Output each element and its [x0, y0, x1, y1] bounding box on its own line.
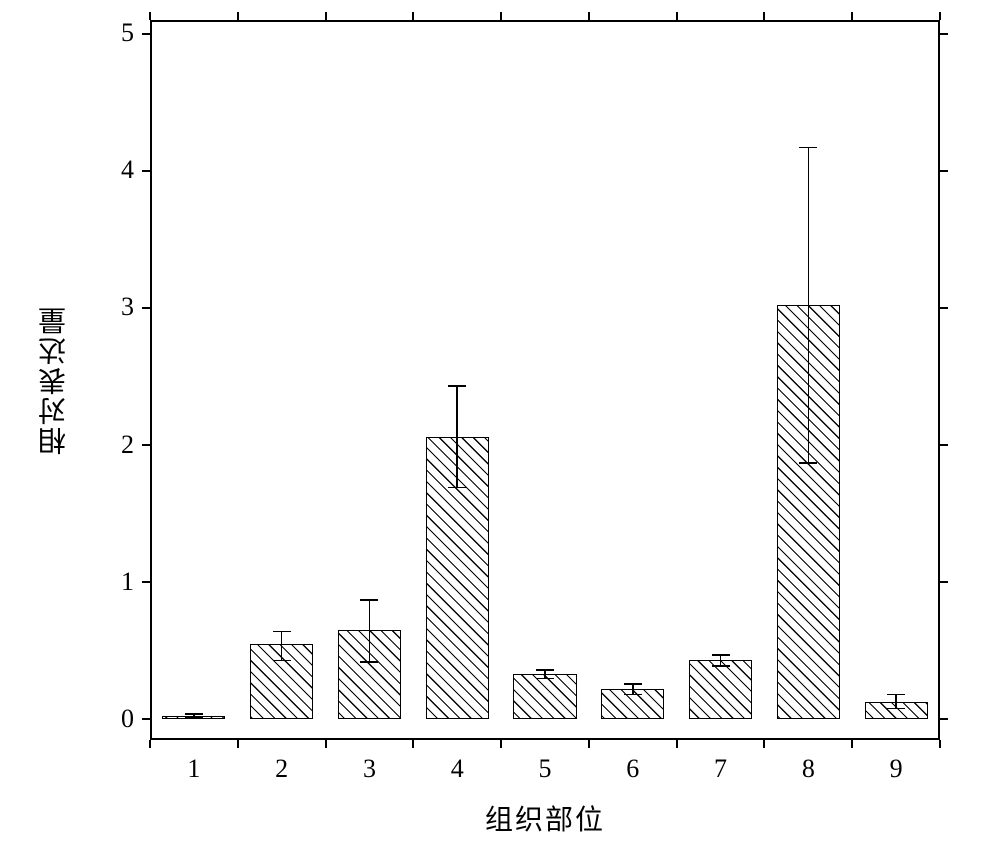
figure: 012345 123456789 相对表达量 组织部位 [0, 0, 1000, 854]
error-bar-cap [273, 631, 291, 633]
error-bar-cap [448, 385, 466, 387]
bar-hatch [689, 660, 752, 719]
error-bar-cap [185, 713, 203, 715]
error-bar-line [281, 632, 283, 661]
error-bar-cap [273, 660, 291, 662]
error-bar-cap [624, 694, 642, 696]
bars-layer [0, 0, 1000, 854]
error-bar-line [369, 600, 371, 662]
error-bar-cap [448, 487, 466, 489]
error-bar-cap [799, 147, 817, 149]
error-bar-cap [712, 665, 730, 667]
error-bar-line [895, 695, 897, 709]
error-bar-cap [712, 654, 730, 656]
error-bar-cap [887, 708, 905, 710]
error-bar-cap [185, 717, 203, 719]
y-axis-title: 相对表达量 [35, 290, 75, 470]
error-bar-line [808, 148, 810, 463]
x-axis-title: 组织部位 [465, 798, 625, 838]
error-bar-line [456, 386, 458, 487]
bar [513, 674, 576, 719]
error-bar-cap [360, 661, 378, 663]
error-bar-cap [799, 462, 817, 464]
bar-hatch [513, 674, 576, 719]
error-bar-cap [887, 694, 905, 696]
bar [689, 660, 752, 719]
error-bar-cap [536, 669, 554, 671]
error-bar-cap [624, 683, 642, 685]
error-bar-cap [360, 599, 378, 601]
error-bar-cap [536, 678, 554, 680]
